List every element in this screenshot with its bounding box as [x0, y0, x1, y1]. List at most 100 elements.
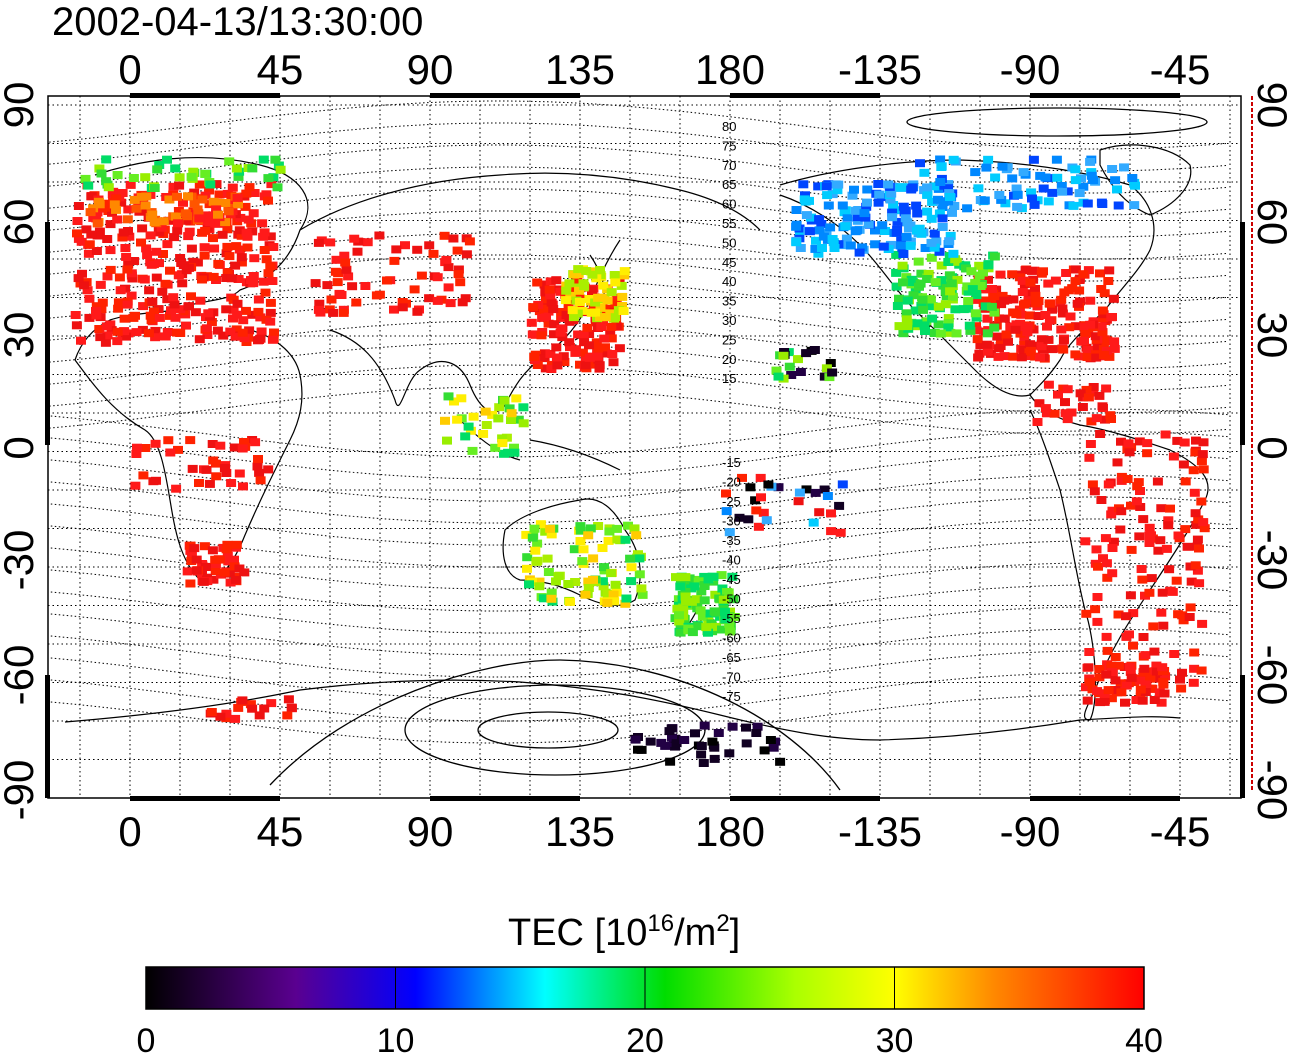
tec-cell — [933, 195, 943, 204]
tec-cell — [86, 230, 97, 239]
tec-cell — [124, 232, 135, 241]
tec-cell — [619, 271, 630, 280]
tec-cell — [234, 226, 245, 235]
tec-cell — [891, 228, 902, 237]
tec-cell — [593, 522, 604, 530]
tec-cell — [916, 269, 927, 278]
tec-cell — [1070, 277, 1081, 286]
tec-cell — [1110, 176, 1121, 185]
tec-cell — [173, 271, 184, 280]
tec-cell — [118, 228, 129, 237]
tec-cell — [1022, 328, 1033, 337]
tec-cell — [927, 197, 938, 206]
tec-cell — [833, 180, 844, 189]
tec-cell — [1197, 450, 1208, 459]
tec-cell — [140, 173, 151, 182]
tec-cell — [631, 531, 642, 540]
tec-cell — [922, 183, 932, 192]
tec-cell — [105, 246, 116, 255]
tec-cell — [822, 191, 833, 200]
tec-cell — [1085, 157, 1096, 166]
tec-cell — [873, 180, 884, 188]
tec-cell — [590, 298, 601, 307]
tec-cell — [1159, 689, 1170, 698]
tec-cell — [180, 209, 191, 218]
tec-cell — [707, 737, 718, 746]
tec-cell — [1108, 294, 1119, 303]
tec-cell — [463, 422, 474, 431]
tec-cell — [535, 520, 546, 529]
tec-cell — [850, 206, 861, 215]
tec-cell — [1135, 685, 1146, 694]
tec-cell — [987, 285, 997, 293]
tec-cell — [825, 359, 836, 367]
tec-cell — [560, 296, 571, 305]
tec-cell — [1140, 651, 1151, 660]
tec-cell — [222, 540, 233, 549]
tec-cell — [1185, 562, 1196, 571]
tec-cell — [621, 594, 632, 603]
tec-cell — [441, 255, 452, 264]
tec-cell — [573, 265, 584, 274]
tec-cell — [1081, 385, 1092, 394]
tec-cell — [814, 215, 825, 224]
tec-cell — [187, 464, 198, 473]
tec-cell — [720, 607, 730, 616]
tec-cell — [854, 248, 865, 257]
mag-lat-label: -45 — [722, 572, 741, 587]
tec-cell — [1081, 683, 1091, 692]
tec-cell — [1115, 525, 1126, 534]
tec-cell — [937, 223, 948, 231]
tec-cell — [775, 757, 786, 766]
tec-cell — [239, 334, 250, 343]
tec-cell — [72, 217, 83, 225]
tec-cell — [137, 325, 148, 334]
tec-cell — [1133, 478, 1144, 487]
tec-cell — [1120, 698, 1130, 707]
tec-cell — [1106, 661, 1117, 670]
tec-cell — [527, 533, 538, 542]
tec-cell — [950, 305, 961, 314]
tec-cell — [1137, 696, 1148, 705]
mag-lat-label: -30 — [722, 514, 741, 529]
tec-cell — [1018, 168, 1029, 177]
tec-cell — [1109, 344, 1120, 353]
tec-cell — [94, 200, 105, 209]
tec-cell — [574, 298, 585, 306]
tec-cell — [941, 292, 952, 301]
tec-cell — [561, 286, 572, 295]
tec-cell — [326, 295, 337, 304]
tec-cell — [894, 294, 904, 303]
tec-cell — [237, 444, 248, 453]
tec-cell — [149, 307, 159, 316]
left-axis-tick-label: 90 — [0, 82, 42, 129]
tec-cell — [162, 328, 173, 336]
tec-cell — [610, 299, 621, 308]
tec-cell — [275, 165, 286, 174]
mag-lat-label: 50 — [722, 235, 736, 250]
tec-cell — [1025, 346, 1036, 355]
tec-cell — [948, 249, 959, 258]
tec-cell — [980, 302, 991, 311]
tec-cell — [226, 274, 237, 283]
tec-cell — [543, 568, 554, 576]
tec-cell — [173, 207, 184, 215]
tec-cell — [617, 302, 628, 310]
tec-cell — [424, 241, 435, 250]
tec-cell — [755, 473, 766, 482]
tec-cell — [1017, 276, 1028, 285]
tec-cell — [213, 210, 223, 219]
tec-cell — [183, 192, 193, 201]
tec-cell — [122, 265, 133, 274]
tec-cell — [793, 355, 803, 364]
tec-cell — [201, 324, 212, 333]
tec-cell — [493, 414, 504, 423]
tec-cell — [145, 231, 156, 240]
tec-cell — [96, 169, 107, 178]
tec-cell — [963, 297, 974, 305]
tec-cell — [175, 254, 186, 262]
tec-cell — [211, 472, 222, 481]
tec-cell — [611, 293, 622, 302]
tec-cell — [861, 202, 872, 211]
